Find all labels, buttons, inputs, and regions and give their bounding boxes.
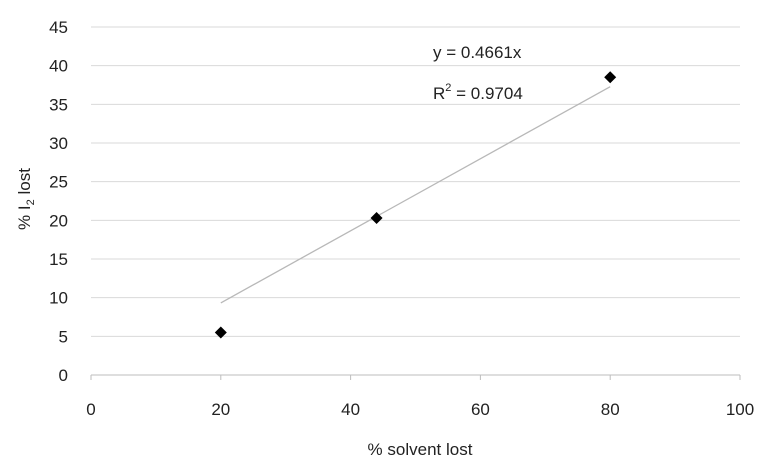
x-tick-label: 40 <box>341 400 360 419</box>
y-tick-label: 15 <box>49 250 68 269</box>
y-tick-label: 30 <box>49 134 68 153</box>
y-tick-label: 25 <box>49 173 68 192</box>
x-tick-label: 20 <box>211 400 230 419</box>
y-axis-ticks: 0 5 10 15 20 25 30 35 40 45 <box>49 18 68 385</box>
x-tick-label: 100 <box>726 400 754 419</box>
r-squared-letter: R <box>433 84 445 103</box>
y-axis-label-suffix: lost <box>15 168 34 199</box>
y-tick-label: 20 <box>49 211 68 230</box>
y-tick-label: 40 <box>49 57 68 76</box>
y-axis-label-prefix: % I <box>15 205 34 230</box>
y-tick-label: 35 <box>49 95 68 114</box>
y-tick-label: 10 <box>49 289 68 308</box>
trendline <box>220 86 611 304</box>
x-tick-label: 60 <box>471 400 490 419</box>
r-squared-value: = 0.9704 <box>451 84 522 103</box>
y-axis-label-subscript: 2 <box>25 199 37 205</box>
y-axis-label: % I2 lost <box>15 168 37 230</box>
gridlines <box>91 26 740 376</box>
x-tick-label: 0 <box>86 400 95 419</box>
x-tick-label: 80 <box>601 400 620 419</box>
data-point-diamond <box>604 71 617 84</box>
x-axis-label: % solvent lost <box>368 440 473 459</box>
r-squared-label: R2 = 0.9704 <box>433 82 523 103</box>
data-point-diamond <box>370 212 383 225</box>
data-points <box>214 71 617 339</box>
data-point-diamond <box>214 326 227 339</box>
r-squared-superscript: 2 <box>445 82 451 94</box>
y-tick-label: 0 <box>59 366 68 385</box>
x-axis-ticks: 0 20 40 60 80 100 <box>86 375 754 419</box>
y-tick-label: 45 <box>49 18 68 37</box>
trendline-equation: y = 0.4661x <box>433 43 522 62</box>
y-tick-label: 5 <box>59 327 68 346</box>
